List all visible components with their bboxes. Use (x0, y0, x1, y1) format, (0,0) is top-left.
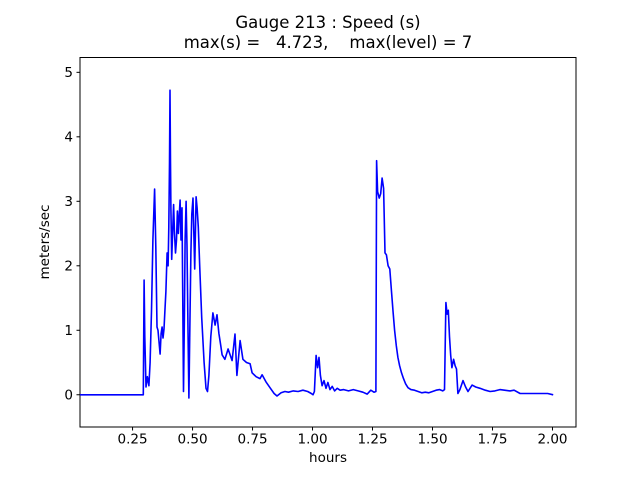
y-tick-label: 5 (64, 65, 73, 81)
chart-title: Gauge 213 : Speed (s) (235, 13, 421, 32)
x-tick-label: 2.00 (537, 432, 567, 448)
axes-frame (79, 57, 577, 428)
x-tick-label: 1.50 (417, 432, 447, 448)
y-tick-label: 3 (64, 194, 73, 210)
x-tick-label: 0.75 (238, 432, 268, 448)
y-tick-label: 0 (64, 387, 73, 403)
x-tick-label: 1.00 (297, 432, 327, 448)
x-tick-label: 0.50 (178, 432, 208, 448)
chart-subtitle: max(s) = 4.723, max(level) = 7 (183, 33, 473, 52)
y-tick-label: 1 (64, 323, 73, 339)
y-tick-label: 2 (64, 258, 73, 274)
y-tick-label: 4 (64, 129, 73, 145)
speed-line (80, 89, 554, 399)
x-tick-label: 0.25 (118, 432, 148, 448)
x-axis-label: hours (309, 450, 347, 466)
x-tick-label: 1.75 (477, 432, 507, 448)
x-tick-label: 1.25 (357, 432, 387, 448)
